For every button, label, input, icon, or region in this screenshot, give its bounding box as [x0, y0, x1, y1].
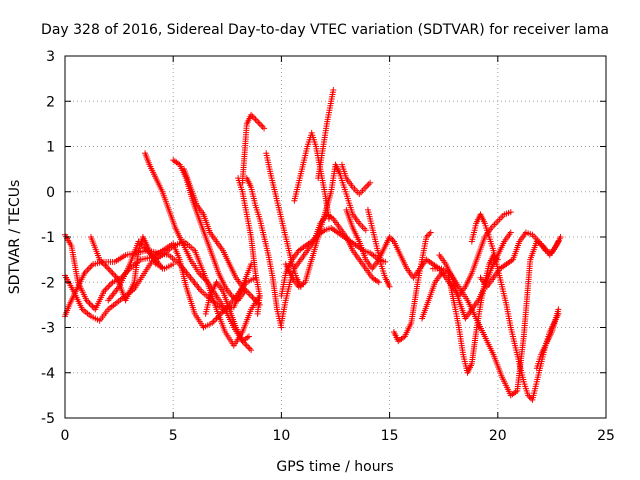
y-tick-label: 0 — [46, 185, 55, 201]
data-point-markers — [390, 229, 434, 345]
data-point-markers — [468, 211, 562, 403]
x-tick-label: 5 — [169, 428, 178, 444]
x-tick-label: 15 — [381, 428, 399, 444]
x-tick-label: 0 — [61, 428, 70, 444]
series-sat-x — [419, 252, 501, 376]
data-point-markers — [364, 206, 393, 290]
data-point-markers — [243, 175, 285, 331]
data-point-markers — [436, 229, 514, 322]
series-sat-r — [315, 86, 337, 182]
y-tick-label: 1 — [46, 140, 55, 156]
series-sat-u — [364, 206, 393, 290]
y-tick-label: 3 — [46, 49, 55, 65]
series-sat-j — [235, 175, 263, 317]
data-points — [62, 86, 564, 403]
data-point-markers — [533, 310, 562, 372]
series-sat-e — [105, 238, 166, 304]
series-sat-y — [436, 229, 514, 322]
y-tick-label: -2 — [41, 275, 55, 291]
data-point-markers — [170, 157, 248, 304]
chart-title: Day 328 of 2016, Sidereal Day-to-day VTE… — [41, 22, 609, 38]
data-point-markers — [477, 229, 562, 290]
series-sat-l — [243, 175, 285, 331]
series-sat-ac — [533, 310, 562, 372]
y-tick-label: -1 — [41, 230, 55, 246]
y-tick-label: 2 — [46, 94, 55, 110]
data-point-markers — [235, 175, 263, 317]
data-point-markers — [105, 238, 166, 304]
series-sat-h — [181, 166, 263, 308]
data-point-markers — [278, 224, 389, 299]
data-point-markers — [315, 86, 337, 182]
series-sat-k — [239, 111, 268, 186]
data-point-markers — [239, 111, 268, 186]
x-tick-label: 25 — [597, 428, 615, 444]
series-sat-p — [282, 161, 369, 290]
y-tick-label: -3 — [41, 321, 55, 337]
data-point-markers — [419, 252, 501, 376]
data-point-markers — [338, 161, 374, 198]
series-sat-d — [87, 234, 177, 304]
series-sat-w — [390, 229, 434, 345]
data-point-markers — [181, 166, 263, 308]
x-tick-label: 20 — [489, 428, 507, 444]
data-point-markers — [282, 161, 369, 290]
series-sat-s — [338, 161, 374, 198]
x-axis-label: GPS time / hours — [276, 459, 393, 475]
series-sat-ab — [477, 229, 562, 290]
y-tick-label: -4 — [41, 366, 55, 382]
x-tick-label: 10 — [272, 428, 290, 444]
series-sat-i — [202, 279, 252, 345]
axis-ticks: 0 5 10 15 20 25 -5 -4 -3 -2 -1 0 1 2 3 — [41, 49, 615, 444]
data-point-markers — [202, 279, 252, 345]
data-point-markers — [87, 234, 177, 304]
series-sat-n — [278, 224, 389, 299]
series-sat-z — [468, 211, 562, 403]
series-sat-g — [170, 157, 248, 304]
y-axis-label: SDTVAR / TECUs — [7, 180, 23, 295]
y-tick-label: -5 — [41, 411, 55, 427]
